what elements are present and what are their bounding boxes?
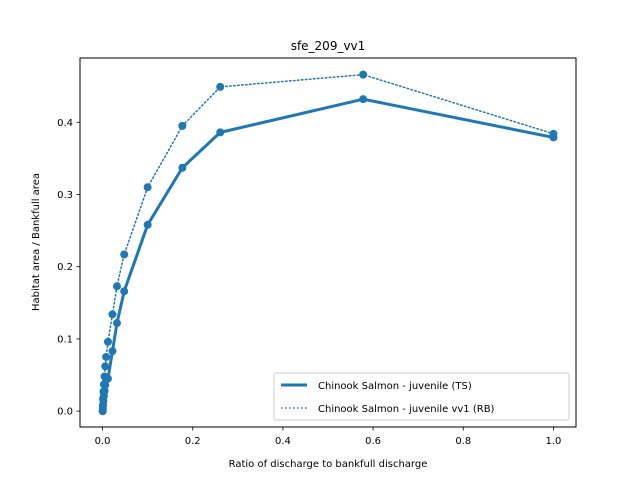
chart-title: sfe_209_vv1: [291, 39, 366, 53]
series-1-point: [100, 372, 109, 381]
x-tick-label: 0.4: [275, 436, 291, 447]
x-tick-label: 0.0: [95, 436, 111, 447]
plot-frame: [79, 57, 577, 428]
series-0-point: [112, 319, 121, 328]
series-1-point: [216, 82, 225, 91]
series-1-point: [99, 394, 108, 403]
series-1-point: [99, 380, 108, 389]
x-tick-label: 0.2: [185, 436, 201, 447]
x-tick-label: 0.6: [365, 436, 381, 447]
series-1-point: [359, 70, 368, 79]
x-tick-label: 1.0: [546, 436, 562, 447]
series-1-point: [178, 121, 187, 130]
y-axis: 0.0 0.1 0.2 0.3 0.4: [57, 118, 80, 418]
series-1-point: [98, 401, 107, 410]
series-1-point: [99, 387, 108, 396]
y-axis-label: Habitat area / Bankfull area: [31, 173, 42, 311]
series-1-point: [549, 129, 558, 138]
y-tick-label: 0.0: [57, 407, 73, 418]
x-tick-label: 0.8: [455, 436, 471, 447]
series-1-point: [102, 352, 111, 361]
series-0-point: [143, 220, 152, 229]
y-tick-label: 0.4: [57, 118, 73, 129]
legend-label-ts: Chinook Salmon - juvenile (TS): [318, 381, 472, 392]
series-0-point: [120, 287, 129, 296]
series-1-point: [101, 362, 110, 371]
series-1-point: [108, 310, 117, 319]
series-0-point: [178, 163, 187, 172]
y-tick-label: 0.2: [57, 262, 73, 273]
x-axis: 0.0 0.2 0.4 0.6 0.8 1.0: [95, 427, 562, 447]
series-1-point: [112, 282, 121, 291]
series-0-point: [359, 95, 368, 104]
x-axis-label: Ratio of discharge to bankfull discharge: [229, 459, 428, 470]
series-1-point: [98, 407, 107, 416]
legend-box: [273, 372, 570, 421]
y-tick-label: 0.3: [57, 190, 73, 201]
plot-area: [98, 70, 558, 416]
legend: Chinook Salmon - juvenile (TS) Chinook S…: [273, 372, 570, 421]
series-0-point: [216, 128, 225, 137]
series-1-point: [120, 250, 129, 259]
series-1-point: [143, 183, 152, 192]
legend-label-vv1: Chinook Salmon - juvenile vv1 (RB): [318, 404, 495, 415]
y-tick-label: 0.1: [57, 334, 73, 345]
series-1-point: [103, 337, 112, 346]
series-0-point: [108, 347, 117, 356]
